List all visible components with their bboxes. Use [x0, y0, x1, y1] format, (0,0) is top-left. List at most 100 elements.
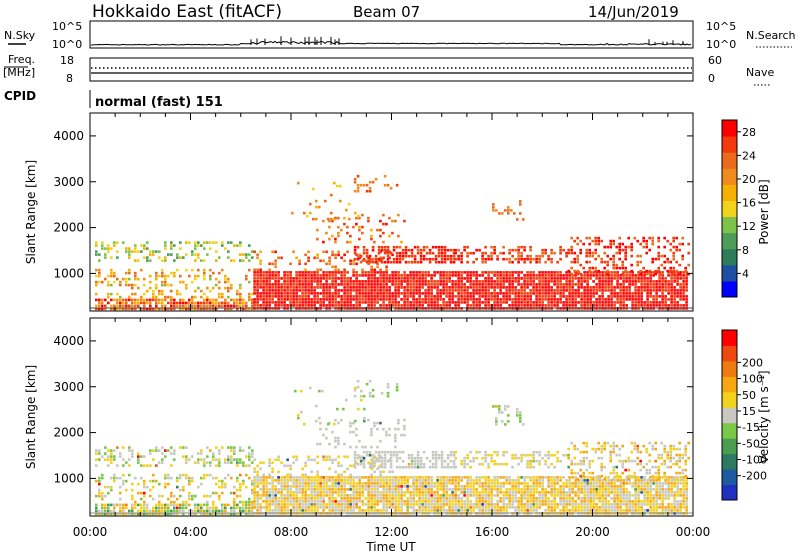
heatmap-cell [529, 488, 532, 491]
heatmap-cell [493, 292, 496, 295]
heatmap-cell [687, 263, 690, 267]
heatmap-cell [182, 509, 185, 513]
heatmap-cell [676, 295, 679, 298]
heatmap-cell [277, 292, 280, 295]
heatmap-cell [95, 449, 98, 452]
heatmap-cell [373, 476, 376, 479]
heatmap-cell [580, 304, 583, 307]
heatmap-cell [553, 301, 556, 304]
heatmap-cell [194, 494, 197, 498]
heatmap-cell [248, 503, 251, 507]
heatmap-cell [607, 280, 610, 283]
heatmap-cell [559, 286, 562, 289]
heatmap-cell [601, 286, 604, 289]
heatmap-cell [397, 479, 400, 482]
heatmap-cell [556, 503, 559, 506]
heatmap-cell [179, 304, 182, 308]
heatmap-cell [203, 304, 206, 308]
heatmap-cell [328, 295, 331, 298]
heatmap-cell [559, 277, 562, 280]
heatmap-cell [646, 491, 649, 494]
heatmap-cell [604, 503, 607, 506]
heatmap-cell [352, 225, 355, 229]
heatmap-cell [634, 491, 637, 494]
heatmap-cell [398, 257, 402, 261]
heatmap-cell [271, 482, 274, 485]
heatmap-cell [319, 503, 322, 506]
heatmap-cell [259, 280, 262, 283]
heatmap-cell [440, 254, 444, 258]
heatmap-cell [514, 485, 517, 488]
heatmap-cell [535, 257, 538, 261]
heatmap-cell [251, 512, 254, 516]
heatmap-cell [215, 446, 218, 449]
heatmap-cell [367, 509, 370, 512]
heatmap-cell [559, 494, 562, 497]
heatmap-cell [164, 283, 167, 287]
heatmap-cell [331, 250, 334, 254]
heatmap-cell [274, 506, 277, 509]
heatmap-cell [439, 289, 442, 292]
heatmap-cell [289, 479, 292, 482]
heatmap-cell [436, 500, 439, 503]
heatmap-cell [295, 277, 298, 280]
heatmap-cell [520, 491, 523, 494]
heatmap-cell [556, 280, 559, 283]
heatmap-cell [251, 503, 254, 507]
heatmap-cell [182, 506, 185, 510]
heatmap-cell [203, 509, 206, 513]
heatmap-cell [547, 254, 550, 258]
heatmap-cell [394, 479, 397, 482]
heatmap-cell [684, 266, 687, 270]
heatmap-cell [334, 237, 337, 241]
heatmap-cell [580, 509, 583, 512]
heatmap-cell [191, 476, 194, 480]
heatmap-cell [367, 494, 370, 497]
heatmap-cell [224, 458, 227, 461]
heatmap-cell [586, 301, 589, 304]
heatmap-cell [367, 295, 370, 298]
heatmap-cell [152, 458, 155, 461]
heatmap-cell [484, 289, 487, 292]
heatmap-cell [146, 259, 149, 262]
heatmap-cell [110, 271, 113, 275]
heatmap-cell [212, 304, 215, 308]
heatmap-cell [392, 257, 396, 261]
heatmap-cell [301, 271, 304, 274]
heatmap-cell [601, 304, 604, 307]
heatmap-cell [616, 503, 619, 506]
heatmap-cell [559, 497, 562, 500]
heatmap-cell [265, 488, 268, 491]
heatmap-cell [657, 245, 660, 249]
heatmap-cell [580, 497, 583, 500]
heatmap-cell [316, 479, 319, 482]
heatmap-cell [559, 292, 562, 295]
heatmap-cell [152, 253, 155, 256]
heatmap-cell [448, 482, 451, 485]
heatmap-cell [134, 476, 137, 480]
heatmap-cell [460, 491, 463, 494]
heatmap-cell [98, 512, 101, 516]
heatmap-cell [388, 295, 391, 298]
heatmap-cell [212, 503, 215, 507]
heatmap-cell [188, 509, 191, 513]
heatmap-cell [331, 485, 334, 488]
heatmap-cell [400, 479, 403, 482]
heatmap-cell [634, 289, 637, 292]
heatmap-cell [274, 292, 277, 295]
heatmap-cell [292, 277, 295, 280]
heatmap-cell [616, 485, 619, 488]
heatmap-cell [388, 482, 391, 485]
heatmap-cell [325, 286, 328, 289]
heatmap-cell [529, 298, 532, 301]
heatmap-cell [352, 286, 355, 289]
heatmap-cell [197, 503, 200, 507]
heatmap-cell [403, 271, 406, 274]
heatmap-cell [128, 253, 131, 256]
heatmap-cell [466, 506, 469, 509]
heatmap-cell [128, 512, 131, 516]
beam-label: Beam 07 [353, 3, 420, 21]
heatmap-cell [493, 286, 496, 289]
heatmap-cell [682, 295, 685, 298]
heatmap-cell [128, 446, 131, 449]
